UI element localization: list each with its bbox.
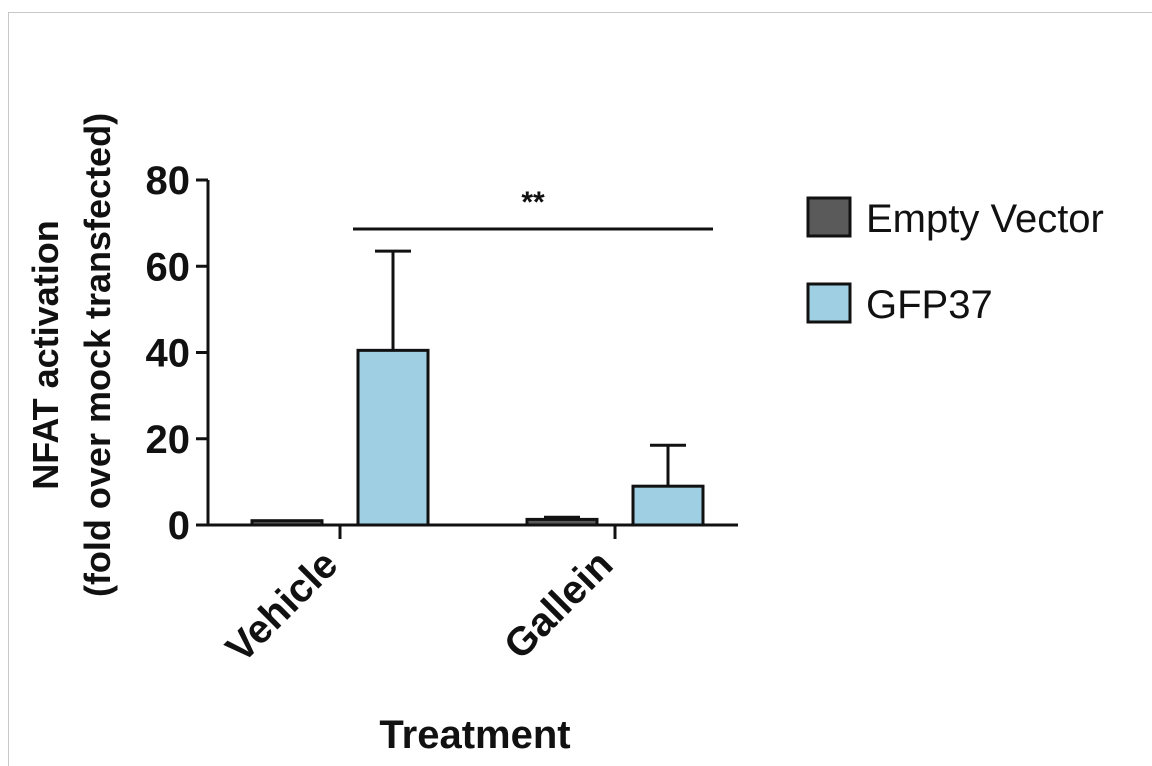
x-tick-label-vehicle: Vehicle <box>218 542 347 671</box>
legend: Empty Vector GFP37 <box>806 196 1104 327</box>
x-tick-label-gallein: Gallein <box>496 542 621 667</box>
bar-gallein-gfp37 <box>631 484 705 527</box>
legend-label-gfp37: GFP37 <box>866 283 993 327</box>
y-tick-label: 0 <box>168 504 190 548</box>
x-ticks: Vehicle Gallein <box>218 525 621 671</box>
y-axis-title-line1: NFAT activation <box>25 220 66 489</box>
significance-label: ** <box>521 186 545 219</box>
y-axis-title-line2: (fold over mock transfected) <box>77 113 118 597</box>
y-axis-title: NFAT activation (fold over mock transfec… <box>25 113 118 597</box>
y-tick-label: 20 <box>146 418 191 462</box>
significance-annotation: ** <box>353 186 713 231</box>
bar-vehicle-empty-vector <box>250 519 324 527</box>
y-tick-label: 80 <box>146 159 191 203</box>
legend-label-empty-vector: Empty Vector <box>866 197 1104 241</box>
y-tick-label: 40 <box>146 332 191 376</box>
y-tick-label: 60 <box>146 245 191 289</box>
x-axis-title: Treatment <box>379 713 570 757</box>
y-ticks: 0 20 40 60 80 <box>146 159 208 548</box>
figure-frame <box>8 12 1152 766</box>
bar-gallein-empty-vector <box>525 517 599 527</box>
error-bars <box>375 249 686 520</box>
axes <box>206 180 738 527</box>
bar-vehicle-gfp37 <box>356 348 430 527</box>
legend-swatch-gfp37 <box>806 282 852 324</box>
bars <box>250 348 705 527</box>
legend-swatch-empty-vector <box>806 196 852 238</box>
